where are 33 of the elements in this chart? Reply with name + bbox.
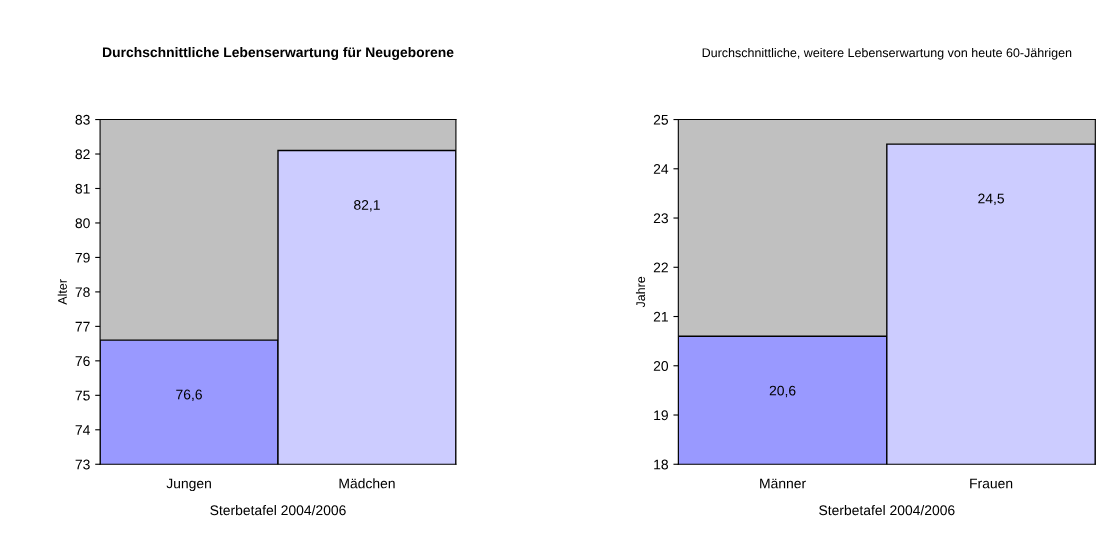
x-axis-title: Sterbetafel 2004/2006 <box>210 504 346 516</box>
x-tick-label: Mädchen <box>339 478 395 489</box>
data-label: 82,1 <box>354 200 380 212</box>
y-tick-label: 19 <box>654 410 668 421</box>
y-tick-label: 82 <box>75 149 90 160</box>
y-tick-label: 73 <box>75 459 90 470</box>
x-tick-label: Frauen <box>970 478 1013 489</box>
x-tick-label: Männer <box>760 478 806 489</box>
data-label: 76,6 <box>176 389 202 402</box>
y-tick-label: 74 <box>75 425 90 435</box>
y-tick-label: 79 <box>75 252 90 263</box>
y-tick-label: 77 <box>75 321 90 332</box>
y-tick-label: 75 <box>75 390 90 401</box>
chart-title: Durchschnittliche Lebenserwartung für Neugeborene <box>102 46 454 60</box>
y-tick-label: 25 <box>653 114 669 125</box>
y-tick-label: 22 <box>653 262 668 273</box>
y-axis-title: Alter <box>57 279 67 305</box>
y-tick-label: 18 <box>654 459 668 470</box>
y-tick-label: 81 <box>75 183 90 194</box>
x-axis-title: Sterbetafel 2004/2006 <box>819 504 955 516</box>
x-tick-label: Jungen <box>166 478 211 492</box>
data-label: 20,6 <box>769 385 796 398</box>
y-tick-label: 23 <box>653 213 668 224</box>
y-tick-label: 83 <box>75 114 90 125</box>
y-tick-label: 78 <box>75 287 90 298</box>
y-tick-label: 21 <box>653 311 668 322</box>
y-axis-title: Jahre <box>635 276 646 308</box>
y-tick-label: 20 <box>653 361 669 371</box>
y-tick-label: 76 <box>75 356 90 367</box>
y-tick-label: 80 <box>75 218 90 229</box>
chart-title: Durchschnittliche, weitere Lebenserwartung von heute 60-Jährigen <box>702 47 1072 60</box>
y-tick-label: 24 <box>653 164 669 174</box>
data-label: 24,5 <box>978 193 1004 206</box>
